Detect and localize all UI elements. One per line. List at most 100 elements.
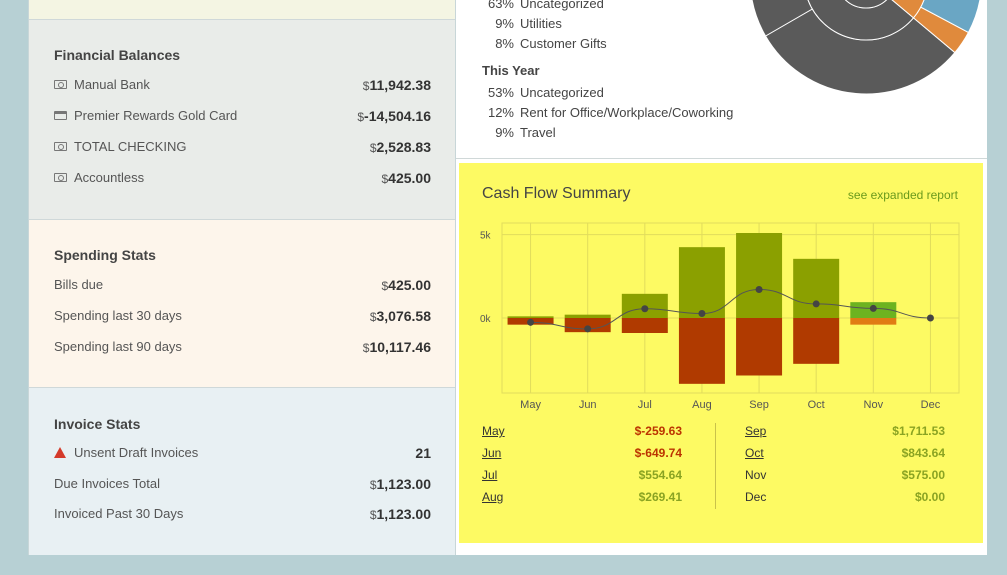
financial-balances-row[interactable]: Premier Rewards Gold Card $-14,504.16 [54,108,431,128]
see-expanded-report-link[interactable]: see expanded report [847,188,958,202]
spending-stats-row[interactable]: Spending last 30 days $3,076.58 [54,308,431,328]
month-value: $-259.63 [634,424,682,438]
cash-flow-row[interactable]: Aug $269.41 [482,490,682,512]
currency-symbol: $ [362,79,370,93]
pie-slice [891,0,925,19]
financial-balances-title: Financial Balances [54,47,181,63]
currency-symbol: $ [381,172,389,186]
month-value: $554.64 [638,468,682,482]
income-bar[interactable] [507,316,554,318]
invoice-stats-row[interactable]: Unsent Draft Invoices 21 [54,445,431,465]
x-tick-label: Oct [808,399,825,411]
month-link[interactable]: May [482,424,505,438]
net-point[interactable] [641,305,649,313]
category-name: Travel [520,125,556,140]
category-item: 9% Travel [482,125,556,140]
category-name: Utilities [520,16,562,31]
income-bar[interactable] [736,233,783,318]
cash-icon [54,173,67,182]
category-item: 9% Utilities [482,16,562,31]
spending-stats-row[interactable]: Spending last 90 days $10,117.46 [54,339,431,359]
invoice-stats-row[interactable]: Invoiced Past 30 Days $1,123.00 [54,506,431,526]
month-value: $843.64 [901,446,945,460]
month-link[interactable]: Sep [745,424,767,438]
top-strip [29,0,456,20]
category-name: Customer Gifts [520,36,607,51]
financial-balances-row[interactable]: TOTAL CHECKING $2,528.83 [54,139,431,159]
currency-symbol: $ [369,141,377,155]
net-point[interactable] [584,325,592,333]
pie-slice [751,0,813,37]
cash-flow-row[interactable]: Oct $843.64 [745,446,945,468]
currency-symbol: $ [357,110,365,124]
row-amount: $425.00 [381,170,431,186]
category-percent: 53% [487,85,514,100]
row-label: Premier Rewards Gold Card [74,108,238,123]
row-amount: $1,123.00 [370,506,431,522]
currency-symbol: $ [369,508,377,522]
income-bar[interactable] [564,314,611,318]
cash-flow-row: Nov $575.00 [745,468,945,490]
income-bar[interactable] [793,258,840,318]
month-value: $269.41 [638,490,682,504]
expense-bar[interactable] [850,318,897,325]
net-cash-flow-line [530,288,931,330]
left-panel: Financial Balances Manual Bank $11,942.38… [28,0,456,555]
credit-card-icon [54,111,67,120]
spending-stats-row[interactable]: Bills due $425.00 [54,277,431,297]
row-amount: $2,528.83 [370,139,431,155]
row-amount: $3,076.58 [370,308,431,324]
invoice-stats-row[interactable]: Due Invoices Total $1,123.00 [54,476,431,496]
net-point[interactable] [698,310,706,318]
net-point[interactable] [755,285,763,293]
financial-balances-row[interactable]: Manual Bank $11,942.38 [54,77,431,97]
y-tick-label: 0k [480,314,492,325]
cash-flow-row[interactable]: Sep $1,711.53 [745,424,945,446]
warning-icon [54,447,66,458]
x-tick-label: Dec [921,399,941,411]
category-percent: 8% [495,36,514,51]
category-name: Uncategorized [520,85,604,100]
x-tick-label: Nov [864,399,884,411]
cash-flow-row[interactable]: May $-259.63 [482,424,682,446]
cash-flow-row[interactable]: Jun $-649.74 [482,446,682,468]
x-tick-label: Jun [579,399,597,411]
x-tick-label: Aug [692,399,712,411]
net-point[interactable] [812,300,820,308]
expense-bar[interactable] [793,318,840,364]
net-point[interactable] [869,304,877,312]
row-label: Spending last 30 days [54,308,182,323]
income-bar[interactable] [678,247,725,318]
category-percent: 63% [487,0,514,11]
month-link[interactable]: Jun [482,446,502,460]
y-tick-label: 5k [480,231,492,242]
currency-symbol: $ [381,279,389,293]
row-label: Due Invoices Total [54,475,160,491]
spending-stats-panel: Spending Stats Bills due $425.00 Spending … [29,220,456,388]
row-label: TOTAL CHECKING [74,139,187,154]
amount-value: 21 [415,445,431,461]
x-tick-label: Sep [749,399,769,411]
amount-value: 3,076.58 [376,308,432,324]
expense-bar[interactable] [736,318,783,376]
cash-flow-row[interactable]: Jul $554.64 [482,468,682,490]
category-name: Uncategorized [520,0,604,11]
row-label: Spending last 90 days [54,339,182,354]
net-point[interactable] [926,314,934,322]
net-point[interactable] [527,318,535,326]
category-item: 53% Uncategorized [482,85,604,100]
row-label: Bills due [54,277,104,292]
expense-bar[interactable] [621,318,668,333]
category-percent: 12% [487,105,514,120]
row-amount: $425.00 [381,277,431,293]
financial-balances-row[interactable]: Accountless $425.00 [54,170,431,190]
cash-flow-chart: 5k 0k May Jun Jul Aug Sep Oct Nov Dec [480,222,960,411]
divider-line [456,158,987,159]
amount-value: 1,123.00 [376,506,432,522]
amount-value: 425.00 [388,277,431,293]
month-link[interactable]: Oct [745,446,764,460]
expense-bar[interactable] [678,318,725,384]
x-tick-label: May [520,399,541,411]
month-link[interactable]: Jul [482,468,498,482]
month-link[interactable]: Aug [482,490,504,504]
